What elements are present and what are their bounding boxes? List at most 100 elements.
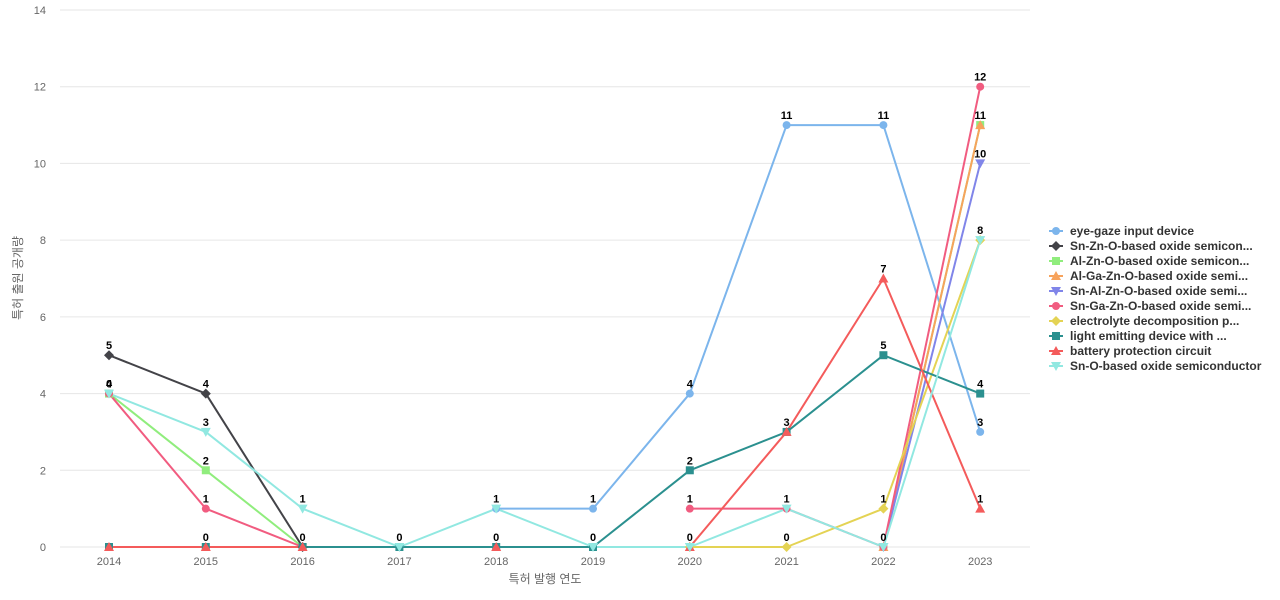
data-point — [878, 273, 889, 283]
data-point — [976, 82, 985, 91]
x-tick-label: 2018 — [484, 556, 508, 568]
data-label: 0 — [493, 532, 499, 544]
data-point — [975, 120, 986, 130]
data-point — [879, 121, 888, 130]
legend-label: Al-Ga-Zn-O-based oxide semi... — [1070, 269, 1248, 283]
data-label: 1 — [493, 494, 499, 506]
y-tick-label: 10 — [34, 158, 46, 170]
data-point — [976, 389, 985, 398]
data-label: 12 — [974, 72, 986, 84]
data-label: 0 — [300, 532, 306, 544]
data-point — [781, 504, 792, 514]
data-label: 1 — [300, 494, 306, 506]
legend-item[interactable]: Al-Ga-Zn-O-based oxide semi... — [1049, 269, 1248, 283]
data-point — [201, 504, 210, 513]
legend-marker — [1052, 257, 1060, 265]
data-point — [781, 426, 792, 436]
y-tick-label: 4 — [40, 389, 46, 401]
data-point — [685, 389, 694, 398]
data-label: 4 — [977, 379, 984, 391]
data-point — [976, 427, 985, 436]
data-point — [975, 159, 986, 169]
y-axis-title: 특허 출원 공개량 — [11, 236, 25, 320]
x-tick-label: 2017 — [387, 556, 411, 568]
data-point — [491, 542, 502, 551]
legend-label: electrolyte decomposition p... — [1070, 314, 1239, 328]
data-point — [394, 543, 405, 552]
data-label: 4 — [687, 379, 694, 391]
legend-marker — [1051, 346, 1061, 355]
data-point — [200, 388, 211, 399]
y-axis-ticks: 0 2 4 6 8 10 12 14 — [34, 5, 46, 554]
data-label: 11 — [781, 110, 793, 122]
data-label: 4 — [203, 379, 210, 391]
x-tick-label: 2023 — [968, 556, 992, 568]
legend-label: Al-Zn-O-based oxide semicon... — [1070, 254, 1249, 268]
legend-marker — [1051, 316, 1061, 326]
x-tick-label: 2016 — [290, 556, 314, 568]
series-line — [882, 124, 982, 548]
data-label: 0 — [784, 532, 790, 544]
data-point — [878, 503, 889, 514]
data-point — [201, 466, 210, 475]
data-label: 1 — [784, 494, 790, 506]
legend-item[interactable]: Sn-Zn-O-based oxide semicon... — [1049, 239, 1253, 253]
data-label: 1 — [590, 494, 596, 506]
legend-item[interactable]: electrolyte decomposition p... — [1049, 314, 1239, 328]
data-label: 0 — [880, 532, 886, 544]
data-point — [879, 351, 888, 360]
legend-item[interactable]: Sn-Ga-Zn-O-based oxide semi... — [1049, 299, 1251, 313]
x-tick-label: 2019 — [581, 556, 605, 568]
data-label: 2 — [203, 455, 209, 467]
x-tick-label: 2015 — [194, 556, 218, 568]
x-tick-label: 2020 — [678, 556, 702, 568]
y-tick-label: 12 — [34, 82, 46, 94]
data-label: 7 — [880, 264, 886, 276]
data-label: 5 — [880, 340, 886, 352]
legend-marker — [1051, 271, 1061, 280]
legend-marker — [1052, 227, 1060, 235]
data-point — [104, 542, 114, 551]
data-label: 2 — [687, 455, 693, 467]
y-tick-label: 6 — [40, 312, 46, 324]
data-point — [685, 504, 694, 513]
data-point — [491, 504, 502, 514]
series-line — [496, 124, 982, 510]
legend-item[interactable]: battery protection circuit — [1049, 344, 1211, 358]
data-point — [781, 542, 792, 552]
y-tick-label: 8 — [40, 235, 46, 247]
data-label: 0 — [203, 532, 209, 544]
data-label: 5 — [106, 340, 112, 352]
series-line — [108, 239, 982, 548]
legend-marker — [1052, 302, 1060, 310]
legend-item[interactable]: Sn-Al-Zn-O-based oxide semi... — [1049, 284, 1247, 298]
legend-label: Sn-Ga-Zn-O-based oxide semi... — [1070, 299, 1251, 313]
data-label: 10 — [974, 148, 986, 160]
legend-label: Sn-Zn-O-based oxide semicon... — [1070, 239, 1253, 253]
data-point — [200, 427, 211, 437]
legend-item[interactable]: light emitting device with ... — [1049, 329, 1227, 343]
data-label: 4 — [106, 379, 113, 391]
series-markers — [104, 82, 986, 552]
data-point — [104, 389, 114, 399]
data-point — [297, 542, 308, 551]
legend-item[interactable]: Sn-O-based oxide semiconductor — [1049, 359, 1262, 373]
series-lines — [108, 86, 982, 548]
data-label: 1 — [687, 494, 693, 506]
x-tick-label: 2014 — [97, 556, 121, 568]
y-tick-label: 14 — [34, 5, 46, 17]
data-point — [588, 543, 598, 552]
legend-item[interactable]: eye-gaze input device — [1049, 224, 1194, 238]
legend-item[interactable]: Al-Zn-O-based oxide semicon... — [1049, 254, 1249, 268]
legend-label: light emitting device with ... — [1070, 329, 1227, 343]
legend-label: Sn-O-based oxide semiconductor — [1070, 359, 1262, 373]
x-tick-label: 2021 — [774, 556, 798, 568]
data-label: 0 — [106, 379, 112, 391]
data-point — [200, 542, 211, 551]
legend-marker — [1051, 241, 1061, 251]
data-point — [878, 543, 889, 552]
data-point — [975, 503, 986, 513]
